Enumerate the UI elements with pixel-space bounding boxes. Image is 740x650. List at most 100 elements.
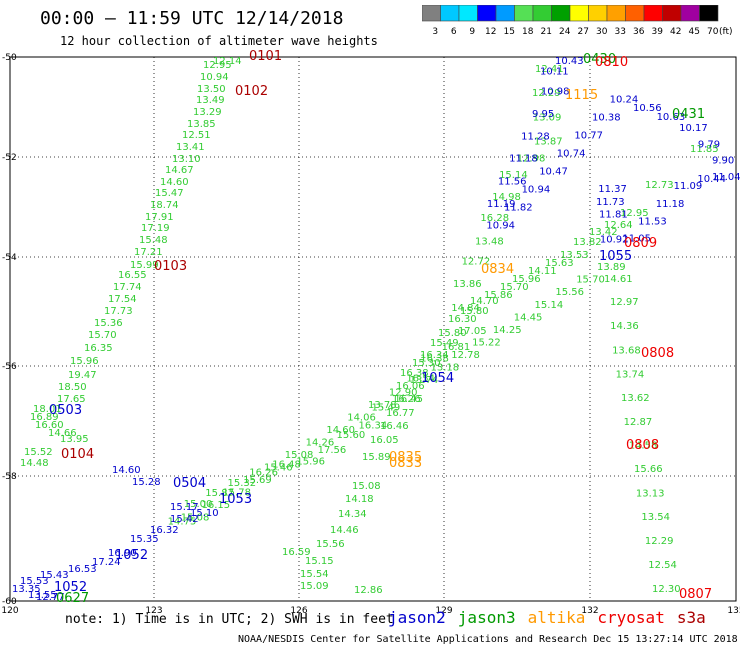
wave-height-value: 13.29 xyxy=(193,107,222,118)
wave-height-value: 15.08 xyxy=(181,513,210,524)
wave-height-value: 12.64 xyxy=(604,220,633,231)
wave-height-value: 14.25 xyxy=(493,325,522,336)
pass-time-label: 0102 xyxy=(235,84,268,99)
wave-height-value: 15.48 xyxy=(139,235,168,246)
wave-height-value: 15.30 xyxy=(412,358,441,369)
colorbar-label: 3 xyxy=(432,27,438,37)
wave-height-value: 15.70 xyxy=(500,282,529,293)
wave-height-value: 13.62 xyxy=(621,393,650,404)
wave-height-value: 13.13 xyxy=(636,488,665,499)
wave-height-value: 12.78 xyxy=(451,350,480,361)
wave-height-value: 12.77 xyxy=(36,592,65,603)
wave-height-value: 15.10 xyxy=(190,508,219,519)
wave-height-value: 12.30 xyxy=(652,584,681,595)
colorbar-label: 36 xyxy=(633,27,645,37)
wave-height-value: 14.70 xyxy=(470,296,499,307)
pass-time-label: 0807 xyxy=(679,587,712,602)
wave-height-value: 13.35 xyxy=(12,584,41,595)
wave-height-value: 11.18 xyxy=(656,199,685,210)
wave-height-value: 14.26 xyxy=(306,437,335,448)
wave-height-value: 13.95 xyxy=(60,434,89,445)
wave-height-value: 15.43 xyxy=(40,570,69,581)
wave-height-value: 17.65 xyxy=(57,394,86,405)
wave-height-value: 12.14 xyxy=(213,56,242,67)
pass-time-label: 1053 xyxy=(219,492,252,507)
wave-height-value: 11.85 xyxy=(690,144,719,155)
s3a-0101-track: 12.1412.9510.9413.5013.4913.2913.8512.51… xyxy=(20,56,242,469)
wave-height-value: 19.47 xyxy=(68,370,97,381)
jason3-0430-track: 12.41 12.29 13.09 13.87 12.98 15.14 14.98 16.28… xyxy=(168,64,681,595)
wave-height-value: 16.30 xyxy=(448,314,477,325)
wave-height-value: 13.54 xyxy=(641,512,670,523)
longitude-label: 120 xyxy=(1,606,18,616)
wave-height-value: 16.46 xyxy=(380,421,409,432)
wave-height-value: 10.94 xyxy=(522,185,551,196)
wave-height-value: 15.96 xyxy=(296,456,325,467)
colorbar-swatch xyxy=(699,5,719,22)
page-subtitle: 12 hour collection of altimeter wave hei… xyxy=(60,34,378,48)
wave-height-value: 14.98 xyxy=(492,192,521,203)
wave-height-value: 15.78 xyxy=(222,488,251,499)
wave-height-value: 11.05 xyxy=(622,233,651,244)
wave-height-value: 15.28 xyxy=(132,477,161,488)
colorbar-label: 6 xyxy=(451,27,457,37)
wave-height-value: 16.15 xyxy=(202,500,231,511)
wave-height-value: 15.96 xyxy=(512,274,541,285)
colorbar-label: 45 xyxy=(689,27,700,37)
wave-height-value: 16.35 xyxy=(84,343,113,354)
wave-height-value: 14.36 xyxy=(610,321,639,332)
wave-height-value: 15.80 xyxy=(438,328,467,339)
wave-height-value: 13.74 xyxy=(410,375,439,386)
wave-height-value: 11.28 xyxy=(521,132,550,143)
colorbar-label: 39 xyxy=(652,27,664,37)
legend-cryosat: cryosat xyxy=(597,608,665,627)
wave-height-value: 15.46 xyxy=(264,462,293,473)
wave-height-value: 14.84 xyxy=(451,303,480,314)
pass-time-label: 1052 xyxy=(115,548,148,563)
legend-jason2: jason2 xyxy=(388,608,446,627)
wave-height-value: 12.90 xyxy=(389,387,418,398)
wave-height-value: 10.63 xyxy=(657,112,686,123)
wave-height-value: 16.54 xyxy=(406,373,435,384)
latitude-label: -60 xyxy=(2,597,17,607)
pass-time-label: 1054 xyxy=(421,371,454,386)
pass-time-label: 0808 xyxy=(626,438,659,453)
wave-height-value: 15.70 xyxy=(576,275,605,286)
wave-height-value: 11.82 xyxy=(504,203,533,214)
colorbar-unit: (ft) xyxy=(719,27,733,37)
wave-height-value: 15.56 xyxy=(555,287,584,298)
map-frame xyxy=(9,56,737,602)
wave-height-value: 15.80 xyxy=(460,306,489,317)
wave-height-value: 16.34 xyxy=(420,350,449,361)
wave-height-value: 13.55 xyxy=(28,590,57,601)
legend-jason3: jason3 xyxy=(457,608,516,627)
wave-height-value: 10.44 xyxy=(697,174,726,185)
longitude-label: 126 xyxy=(290,606,307,616)
pass-time-label: 1055 xyxy=(599,249,632,264)
wave-height-value: 15.08 xyxy=(352,481,381,492)
wave-height-value: 12.95 xyxy=(203,60,232,71)
credit-line: NOAA/NESDIS Center for Satellite Applica… xyxy=(238,634,738,645)
lat-lon-grid xyxy=(10,57,736,601)
wave-height-value: 13.18 xyxy=(430,362,459,373)
wave-height-value: 16.34 xyxy=(359,421,388,432)
wave-height-value: 12.54 xyxy=(648,560,677,571)
wave-height-value: 15.49 xyxy=(430,338,459,349)
wave-height-value: 17.05 xyxy=(458,326,487,337)
wave-height-value: 15.69 xyxy=(243,475,272,486)
wave-height-value: 15.09 xyxy=(300,581,329,592)
wave-height-value: 17.56 xyxy=(318,445,347,456)
wave-height-value: 15.32 xyxy=(228,478,257,489)
pass-time-label: 0430 xyxy=(583,52,616,67)
wave-height-value: 14.46 xyxy=(330,525,359,536)
wave-height-value: 14.18 xyxy=(345,494,374,505)
wave-height-value: 13.48 xyxy=(475,236,504,247)
wave-height-value: 14.34 xyxy=(338,509,367,520)
wave-height-value: 15.87 xyxy=(205,488,234,499)
wave-height-value: 16.81 xyxy=(442,342,471,353)
wave-height-value: 10.47 xyxy=(539,167,568,178)
pass-time-label: 0835 xyxy=(389,450,422,465)
